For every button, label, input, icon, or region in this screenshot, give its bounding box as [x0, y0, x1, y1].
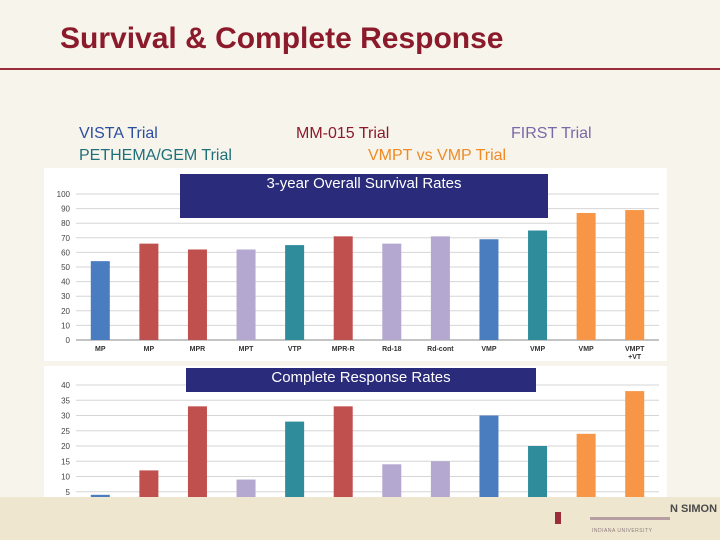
y-tick-label: 70	[61, 234, 70, 243]
y-tick-label: 30	[61, 412, 70, 421]
complete-response-chart-canvas: 0510152025303540MPMPMPRMPTVTPMPR-RRd-18R…	[61, 381, 659, 520]
y-tick-label: 100	[57, 190, 71, 199]
trial-label-pethema: PETHEMA/GEM Trial	[79, 147, 232, 164]
overall-survival-chart: 0 10 20 30 40 50 60 70 80 90 100 MP MP MPR MPT VTP MPR-R…	[44, 168, 667, 361]
x-tick-label: MPT	[239, 346, 255, 353]
x-tick-label: MPR	[190, 346, 206, 353]
x-tick-label: Rd-18	[382, 346, 402, 353]
slide-title: Survival & Complete Response	[60, 22, 504, 55]
bar	[625, 391, 645, 507]
y-tick-label: 0	[66, 336, 71, 345]
y-tick-label: 10	[61, 473, 70, 482]
bar	[285, 421, 305, 507]
y-tick-label: 50	[61, 263, 70, 272]
bar	[236, 249, 256, 340]
bar	[430, 236, 450, 340]
bar	[576, 433, 596, 507]
x-tick-label: VMP	[530, 346, 546, 353]
x-tick-label: +VT	[628, 354, 642, 361]
y-tick-label: 60	[61, 248, 70, 257]
y-tick-label: 80	[61, 219, 70, 228]
trial-label-first: FIRST Trial	[511, 125, 592, 142]
bar	[333, 236, 353, 340]
bar	[333, 406, 353, 507]
x-tick-label: MPR-R	[332, 346, 355, 353]
bar	[382, 464, 402, 507]
bar	[479, 239, 499, 340]
bar	[90, 261, 110, 340]
y-tick-label: 25	[61, 427, 70, 436]
bar	[187, 249, 207, 340]
footer-accent-mark	[555, 512, 561, 524]
bar	[382, 243, 402, 340]
footer-divider	[590, 517, 670, 520]
complete-response-chart-title: Complete Response Rates	[186, 368, 536, 392]
x-tick-label: VMPT	[625, 346, 645, 353]
y-tick-label: 30	[61, 292, 70, 301]
bar	[528, 230, 548, 340]
x-tick-label: VTP	[288, 346, 302, 353]
bar	[576, 212, 596, 340]
overall-survival-chart-title: 3-year Overall Survival Rates	[180, 174, 548, 218]
y-tick-label: 35	[61, 396, 70, 405]
bar	[139, 243, 159, 340]
y-tick-label: 40	[61, 381, 70, 390]
x-tick-label: Rd-cont	[427, 346, 454, 353]
bar	[187, 406, 207, 507]
x-tick-label: MP	[95, 346, 106, 353]
y-tick-label: 90	[61, 205, 70, 214]
x-tick-label: VMP	[481, 346, 497, 353]
trial-label-mm015: MM-015 Trial	[296, 125, 390, 142]
y-tick-label: 10	[61, 321, 70, 330]
footer-sub-text: INDIANA UNIVERSITY	[592, 528, 653, 534]
x-tick-label: MP	[144, 346, 155, 353]
bar	[285, 245, 305, 340]
bar	[528, 446, 548, 507]
y-tick-label: 20	[61, 442, 70, 451]
bar	[479, 415, 499, 507]
y-tick-label: 40	[61, 278, 70, 287]
trial-label-vista: VISTA Trial	[79, 125, 158, 142]
y-tick-label: 15	[61, 457, 70, 466]
complete-response-chart: 0510152025303540MPMPMPRMPTVTPMPR-RRd-18R…	[44, 366, 667, 523]
x-tick-label: VMP	[579, 346, 595, 353]
y-tick-label: 20	[61, 307, 70, 316]
bar	[430, 461, 450, 507]
footer-logo-text: N SIMON	[670, 503, 718, 515]
bar	[625, 210, 645, 340]
y-tick-label: 5	[66, 488, 71, 497]
title-divider	[0, 68, 720, 70]
trial-label-vmpt: VMPT vs VMP Trial	[368, 147, 507, 164]
